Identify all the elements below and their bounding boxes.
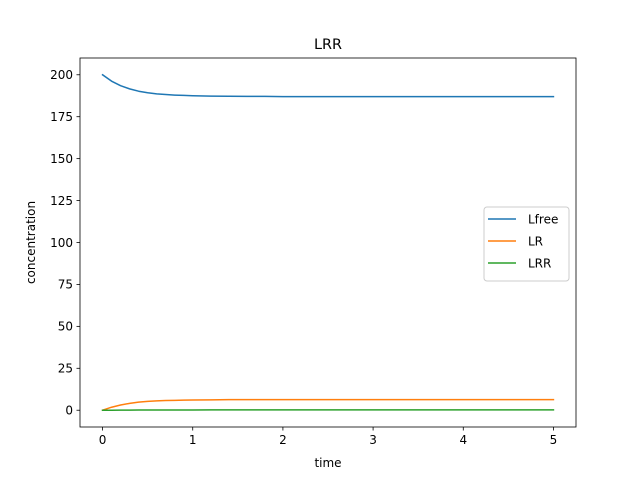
legend-label-lfree: Lfree xyxy=(528,212,558,226)
x-tick-label: 3 xyxy=(369,433,377,447)
plot-area xyxy=(101,73,555,412)
x-tick-label: 4 xyxy=(459,433,467,447)
legend: Lfree LR LRR xyxy=(483,206,570,282)
y-tick-label: 200 xyxy=(50,68,73,82)
chart-title: LRR xyxy=(314,37,342,53)
x-axis-label: time xyxy=(314,456,341,470)
x-tick-label: 5 xyxy=(550,433,558,447)
y-tick-label: 175 xyxy=(50,110,73,124)
y-tick-label: 125 xyxy=(50,194,73,208)
y-tick-label: 100 xyxy=(50,236,73,250)
legend-label-lrr: LRR xyxy=(528,256,551,270)
x-tick-label: 2 xyxy=(279,433,287,447)
y-tick-label: 0 xyxy=(65,404,73,418)
x-axis: 0 1 2 3 4 5 xyxy=(99,427,558,447)
y-tick-label: 25 xyxy=(58,362,73,376)
series-line-lr xyxy=(101,398,555,412)
y-tick-label: 150 xyxy=(50,152,73,166)
y-tick-label: 50 xyxy=(58,320,73,334)
y-tick-label: 75 xyxy=(58,278,73,292)
x-tick-label: 0 xyxy=(99,433,107,447)
legend-label-lr: LR xyxy=(528,234,543,248)
x-tick-label: 1 xyxy=(189,433,197,447)
y-axis-label: concentration xyxy=(24,201,38,284)
y-axis: 0 25 50 75 100 125 150 175 200 xyxy=(50,68,80,418)
series-line-lfree xyxy=(101,73,555,98)
